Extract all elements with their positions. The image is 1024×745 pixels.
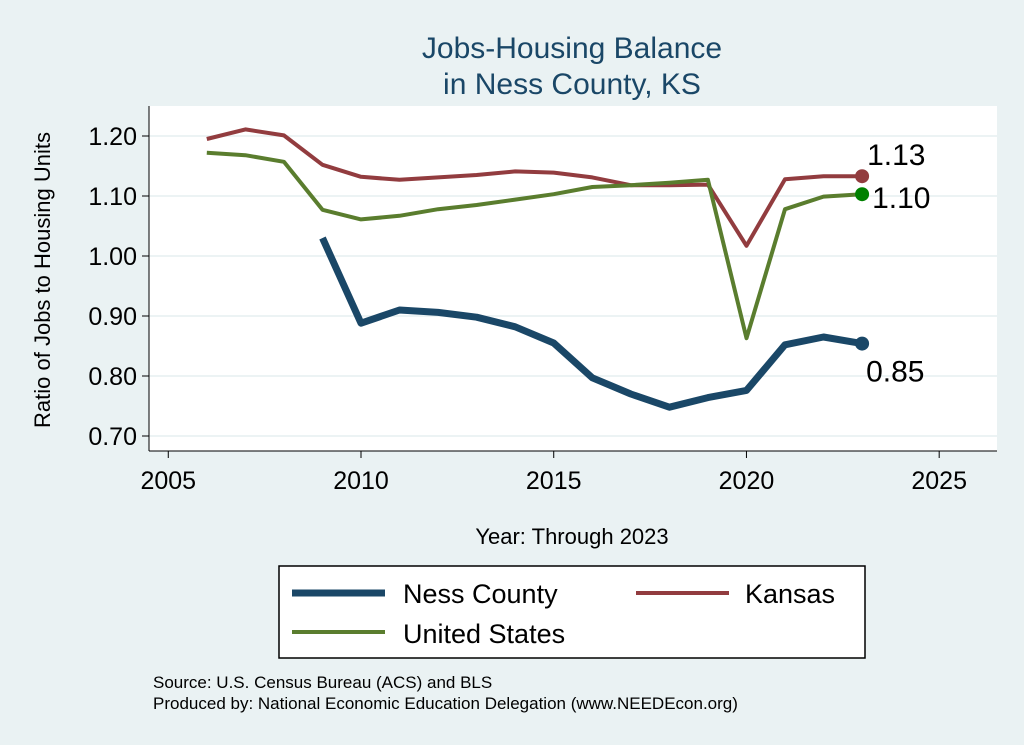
y-tick-label: 0.70 <box>88 423 137 451</box>
y-axis-label: Ratio of Jobs to Housing Units <box>30 132 55 428</box>
y-ticks: 0.70 0.80 0.90 1.00 1.10 1.20 <box>88 123 149 451</box>
x-tick-label: 2020 <box>719 467 775 495</box>
y-tick-label: 1.00 <box>88 243 137 271</box>
series-line-kansas <box>206 127 863 248</box>
end-label-united-states: 1.10 <box>872 182 930 215</box>
legend-label-ness-county: Ness County <box>403 579 558 609</box>
chart-title-line-2: in Ness County, KS <box>443 68 701 101</box>
x-tick-label: 2005 <box>140 467 196 495</box>
gridlines <box>149 135 997 437</box>
series-line-united-states <box>206 150 863 341</box>
plot-area <box>149 106 997 451</box>
y-tick-label: 1.20 <box>88 123 137 151</box>
end-label-kansas: 1.13 <box>867 139 925 172</box>
series-endpoints: 0.85 1.13 1.10 <box>855 139 930 389</box>
x-tick-label: 2015 <box>526 467 582 495</box>
x-tick-label: 2025 <box>911 467 967 495</box>
series-lines <box>206 127 863 411</box>
y-tick-label: 0.80 <box>88 363 137 391</box>
legend-box <box>278 565 866 659</box>
series-line-ness-county <box>319 236 863 411</box>
end-marker-kansas <box>855 169 870 184</box>
y-tick-label: 1.10 <box>88 183 137 211</box>
x-ticks: 2005 2010 2015 2020 2025 <box>140 451 967 495</box>
source-line: Source: U.S. Census Bureau (ACS) and BLS <box>153 673 492 692</box>
x-axis-label: Year: Through 2023 <box>475 524 668 549</box>
legend-label-united-states: United States <box>403 619 565 649</box>
legend: Ness County Kansas United States <box>278 565 866 659</box>
legend-label-kansas: Kansas <box>745 579 835 609</box>
produced-by-line: Produced by: National Economic Education… <box>153 694 738 713</box>
end-label-ness-county: 0.85 <box>866 356 924 389</box>
x-tick-label: 2010 <box>333 467 389 495</box>
end-marker-united-states <box>855 187 870 202</box>
chart-title-line-1: Jobs-Housing Balance <box>422 32 722 65</box>
end-marker-ness-county <box>855 336 870 351</box>
y-tick-label: 0.90 <box>88 303 137 331</box>
